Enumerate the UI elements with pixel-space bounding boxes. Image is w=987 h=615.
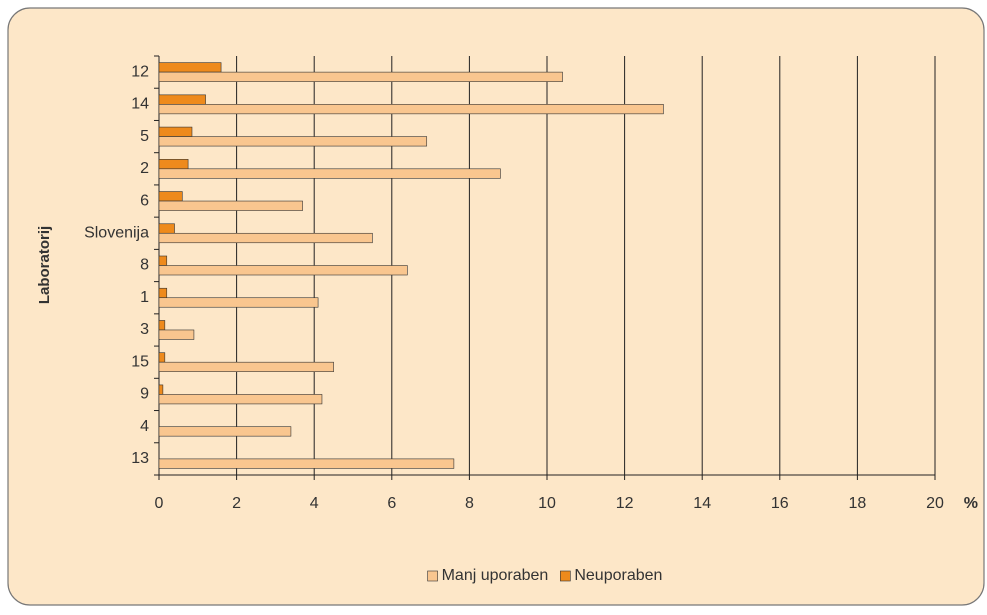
bar	[158, 329, 195, 340]
y-tick-label: 5	[140, 128, 149, 145]
y-axis-title: Laboratorij	[36, 226, 53, 304]
x-axis-unit: %	[964, 495, 978, 512]
y-tick-label: 4	[140, 418, 149, 435]
frame	[7, 7, 985, 606]
bar	[158, 136, 428, 147]
x-tick-label: 12	[616, 495, 634, 512]
bar	[158, 223, 175, 234]
legend-swatch	[560, 570, 571, 582]
bar	[158, 168, 501, 179]
y-tick-label: 2	[140, 160, 149, 177]
y-tick-label: 14	[131, 96, 149, 113]
x-tick-label: 14	[693, 495, 711, 512]
bar	[158, 361, 334, 372]
legend: Manj uporaben Neuporaben	[427, 567, 662, 584]
x-tick-label: 16	[771, 495, 789, 512]
y-tick-label: 6	[140, 192, 149, 209]
x-tick-label: 20	[926, 495, 944, 512]
x-tick-label: 0	[155, 495, 164, 512]
x-tick-label: 4	[310, 495, 319, 512]
legend-swatch	[427, 570, 438, 582]
y-tick-label: 12	[131, 63, 149, 80]
bar	[158, 458, 455, 469]
bar	[158, 62, 222, 73]
y-tick-label: 3	[140, 321, 149, 338]
y-tick-label: Slovenija	[84, 224, 149, 241]
bar	[158, 265, 408, 276]
bar	[158, 287, 168, 299]
y-tick-label: 13	[131, 450, 149, 467]
bar	[158, 320, 166, 331]
bar	[158, 352, 166, 363]
bar	[158, 126, 193, 137]
bar	[158, 94, 206, 105]
bar	[158, 200, 303, 211]
bar	[158, 297, 319, 308]
bar	[158, 71, 563, 82]
y-tick-label: 15	[131, 353, 149, 370]
bar	[158, 232, 373, 244]
legend-label: Neuporaben	[574, 567, 662, 584]
y-tick-label: 8	[140, 257, 149, 274]
bar	[158, 191, 183, 202]
legend-label: Manj uporaben	[442, 567, 549, 584]
bar	[158, 426, 292, 437]
bar	[158, 394, 323, 405]
x-tick-label: 18	[849, 495, 867, 512]
bar	[158, 255, 168, 266]
x-tick-label: 2	[232, 495, 241, 512]
x-tick-label: 6	[387, 495, 396, 512]
x-tick-label: 10	[538, 495, 556, 512]
bar	[158, 384, 164, 395]
y-tick-label: 1	[140, 289, 149, 306]
bar	[158, 104, 664, 115]
bar	[158, 159, 189, 170]
y-tick-label: 9	[140, 386, 149, 403]
x-tick-label: 8	[465, 495, 474, 512]
